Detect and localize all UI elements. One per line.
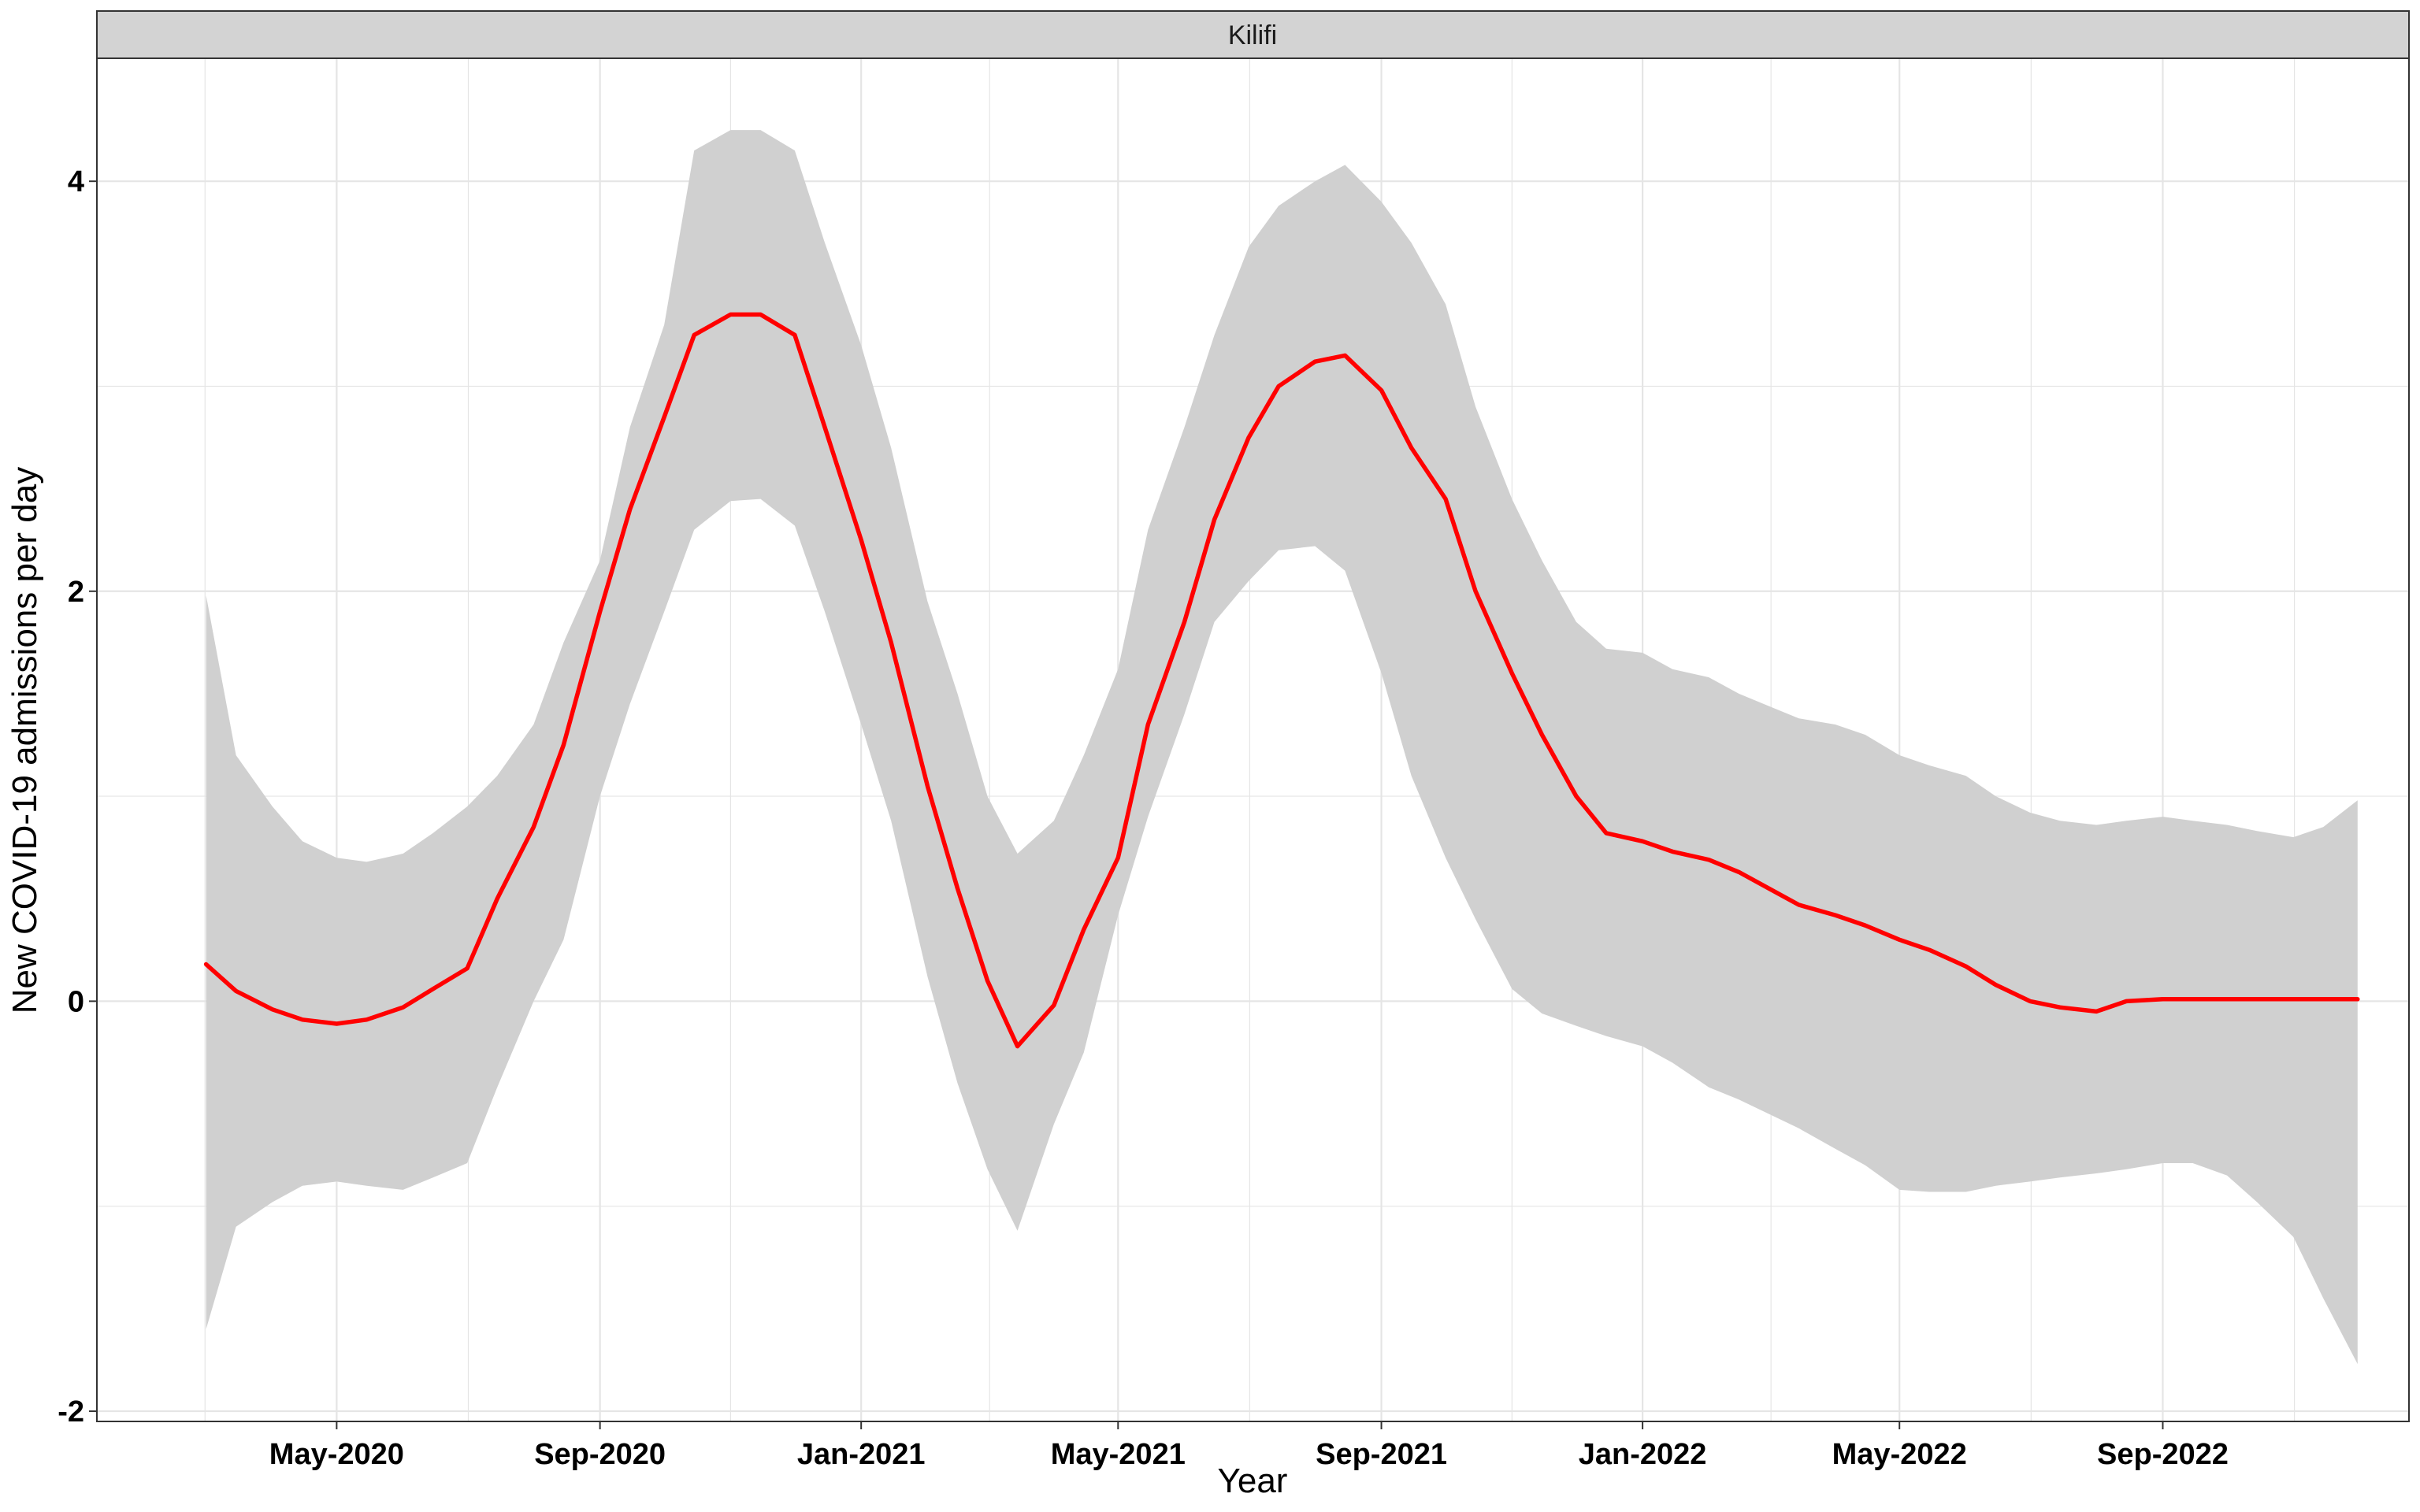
panel-border xyxy=(96,57,2410,1422)
facet-strip-background xyxy=(96,10,2410,59)
y-axis: -2 0 2 4 xyxy=(58,165,97,1429)
x-axis-title: Year xyxy=(1218,1462,1288,1500)
y-tick-label: 0 xyxy=(68,985,84,1018)
x-tick-label: May-2021 xyxy=(1051,1438,1186,1471)
trend-line-layer xyxy=(203,312,2360,1049)
x-tick-label: Jan-2022 xyxy=(1579,1438,1707,1471)
x-axis: May-2020 Sep-2020 Jan-2021 May-2021 Sep-2021… xyxy=(269,1421,2229,1471)
x-tick-label: Sep-2021 xyxy=(1316,1438,1447,1471)
x-tick-label: Sep-2022 xyxy=(2097,1438,2229,1471)
x-tick-label: May-2020 xyxy=(269,1438,404,1471)
facet-strip: Kilifi xyxy=(96,10,2410,59)
x-tick-label: May-2022 xyxy=(1832,1438,1967,1471)
confidence-ribbon-layer xyxy=(206,130,2358,1365)
y-axis-title: New COVID-19 admissions per day xyxy=(6,467,44,1014)
y-tick-label: -2 xyxy=(58,1395,84,1429)
x-tick-label: Jan-2021 xyxy=(797,1438,926,1471)
trend-line xyxy=(203,312,2360,1049)
y-tick-label: 4 xyxy=(68,165,84,198)
x-tick-label: Sep-2020 xyxy=(534,1438,666,1471)
facet-label: Kilifi xyxy=(1228,20,1277,50)
y-tick-label: 2 xyxy=(68,576,84,609)
confidence-ribbon xyxy=(206,130,2358,1365)
